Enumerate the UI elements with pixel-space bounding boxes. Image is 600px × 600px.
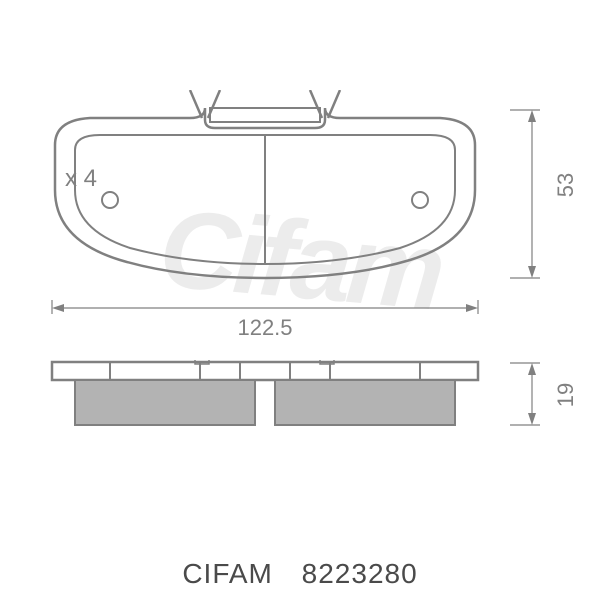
product-footer: CIFAM 8223280 [0,558,600,590]
brand-label: CIFAM [182,558,273,589]
dimension-height: 53 [510,90,570,280]
dimension-width: 122.5 [50,300,480,340]
brake-pad-front-view [50,90,480,280]
technical-drawing: Cifam x 4 [20,20,580,520]
dimension-thickness: 19 [510,360,570,430]
dimension-thickness-value: 19 [553,383,579,407]
part-number: 8223280 [302,558,418,589]
brake-pad-side-view [50,360,480,430]
dimension-width-value: 122.5 [237,315,292,341]
dimension-height-value: 53 [553,173,579,197]
